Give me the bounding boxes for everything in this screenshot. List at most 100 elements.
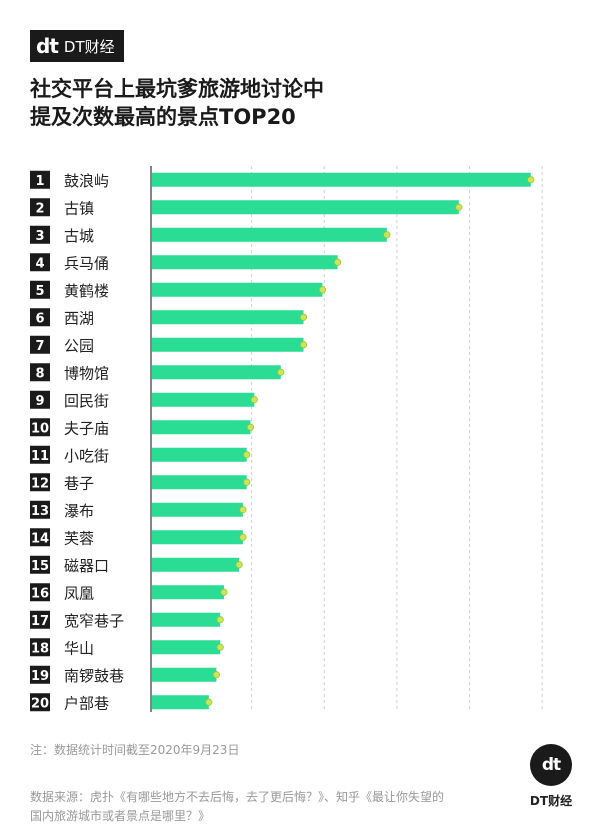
category-label-8: 博物馆 [64,364,109,382]
bar-end-dot-3 [383,231,391,239]
rank-label-6: 6 [35,311,44,326]
rank-box-20 [30,693,50,712]
rank-box-14 [30,528,50,547]
category-label-11: 小吃街 [64,447,109,465]
logo-text: DT财经 [63,37,115,56]
category-label-14: 芙蓉 [64,529,94,547]
brand-logo: dt DT财经 [30,30,124,62]
category-label-7: 公园 [64,337,94,355]
category-label-13: 瀑布 [64,502,94,520]
bar-end-dot-15 [235,561,243,569]
bar-8 [152,365,281,380]
bar-5 [152,282,323,297]
bar-end-dot-5 [318,286,327,294]
category-label-16: 凤凰 [64,584,94,602]
rank-label-12: 12 [31,476,49,491]
bar-end-dot-10 [246,423,255,431]
bar-3 [152,227,387,242]
bar-end-dot-14 [239,533,247,541]
bar-10 [152,420,251,435]
rank-label-11: 11 [31,449,49,464]
category-label-19: 南锣鼓巷 [64,667,124,685]
rank-label-17: 17 [31,614,49,629]
bar-end-dot-4 [333,258,342,266]
rank-box-3 [30,225,50,244]
bar-17 [152,612,221,627]
rank-label-5: 5 [35,284,44,299]
category-label-12: 巷子 [64,474,94,492]
category-label-2: 古镇 [64,199,94,217]
rank-label-2: 2 [35,201,44,216]
bar-end-dot-13 [239,506,247,514]
rank-box-12 [30,473,50,492]
bar-end-dot-8 [277,368,285,376]
rank-label-18: 18 [31,641,49,656]
category-label-10: 夫子庙 [64,419,109,437]
bar-end-dot-7 [299,341,308,349]
rank-label-20: 20 [31,696,49,711]
bar-1 [152,172,531,187]
bar-20 [152,695,209,710]
rank-box-15 [30,555,50,574]
rank-box-8 [30,363,50,382]
bar-end-dot-17 [216,616,224,624]
source-line-2: 国内旅游城市或者景点是哪里？》 [30,809,211,823]
rank-box-19 [30,665,50,684]
category-label-18: 华山 [64,639,94,657]
rank-label-8: 8 [35,366,44,381]
bar-7 [152,337,304,352]
rank-label-9: 9 [35,394,44,409]
bar-19 [152,667,217,682]
rank-box-11 [30,445,50,464]
rank-box-9 [30,390,50,409]
bar-end-dot-6 [299,313,308,321]
rank-box-1 [30,170,50,189]
page-title: 社交平台上最坑爹旅游地讨论中 提及次数最高的景点TOP20 [30,75,570,131]
rank-box-6 [30,308,50,327]
rank-label-13: 13 [31,504,49,519]
title-line-1: 社交平台上最坑爹旅游地讨论中 [30,77,324,101]
category-label-9: 回民街 [64,392,109,410]
category-label-1: 鼓浪屿 [64,172,109,190]
rank-box-7 [30,335,50,354]
category-label-6: 西湖 [64,309,94,327]
bar-2 [152,200,459,215]
rank-box-17 [30,610,50,629]
rank-label-10: 10 [31,421,49,436]
brand-badge-icon: dt [530,744,572,786]
bar-6 [152,310,304,325]
rank-label-14: 14 [31,531,49,546]
bar-16 [152,585,224,600]
bar-end-dot-12 [243,478,251,486]
bar-13 [152,502,243,517]
bar-end-dot-18 [216,643,224,651]
bar-12 [152,475,247,490]
bar-4 [152,255,338,270]
bar-18 [152,640,221,655]
rank-label-3: 3 [35,229,44,244]
rank-label-16: 16 [31,586,49,601]
category-label-17: 宽窄巷子 [64,612,124,630]
source-line-1: 数据来源：虎扑《有哪些地方不去后悔，去了更后悔？》、知乎《最让你失望的 [30,790,445,804]
bar-15 [152,557,240,572]
source-note: 数据来源：虎扑《有哪些地方不去后悔，去了更后悔？》、知乎《最让你失望的 国内旅游… [30,788,510,826]
rank-box-16 [30,583,50,602]
rank-box-13 [30,500,50,519]
rank-label-7: 7 [35,339,44,354]
bar-end-dot-1 [527,176,535,184]
brand-badge-name: DT财经 [529,794,573,808]
bar-14 [152,530,243,545]
bar-end-dot-2 [455,203,463,211]
category-label-4: 兵马俑 [64,254,109,272]
bar-end-dot-9 [250,396,258,404]
rank-box-10 [30,418,50,437]
bar-end-dot-11 [243,451,251,459]
rank-label-1: 1 [35,174,44,189]
bar-11 [152,447,247,462]
bar-end-dot-20 [205,698,213,706]
rank-label-19: 19 [31,669,49,684]
bar-9 [152,392,255,407]
rank-box-18 [30,638,50,657]
rank-label-4: 4 [35,256,44,271]
logo-mark: dt [36,34,59,58]
